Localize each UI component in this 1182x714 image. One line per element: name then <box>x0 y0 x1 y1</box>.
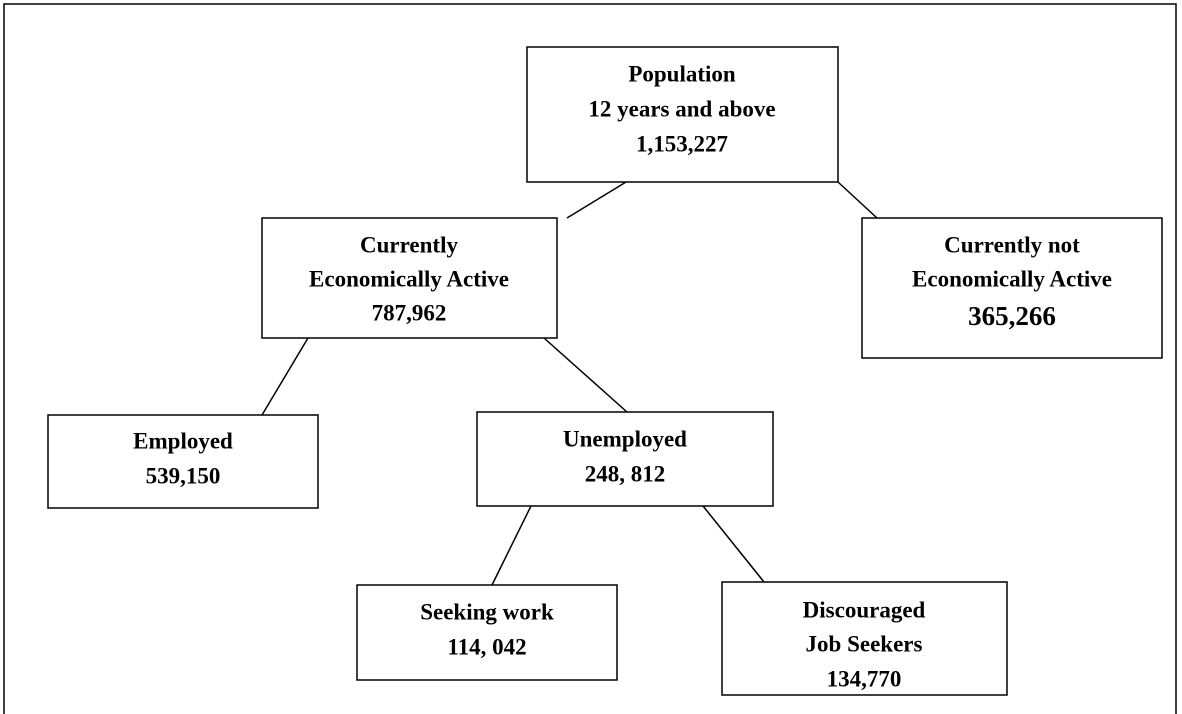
connector <box>837 181 878 219</box>
node-box <box>721 581 1008 696</box>
node-text: Employed <box>133 428 233 453</box>
connector <box>543 337 628 413</box>
node-text: 539,150 <box>146 463 221 488</box>
node-text: Economically Active <box>912 266 1112 291</box>
node-text: 365,266 <box>968 301 1056 331</box>
frame <box>3 3 1177 714</box>
node-box <box>476 411 774 507</box>
connector <box>702 505 765 583</box>
node-box <box>356 584 618 681</box>
node-text: Population <box>628 61 736 86</box>
node-text: Job Seekers <box>806 631 923 656</box>
node-box <box>47 414 319 509</box>
node-box <box>861 217 1163 359</box>
node-text: 114, 042 <box>447 634 526 659</box>
node-text: Currently not <box>944 232 1080 257</box>
node-text: 1,153,227 <box>636 131 728 156</box>
node-text: 134,770 <box>827 666 902 691</box>
connector <box>566 181 627 219</box>
node-text: Seeking work <box>420 599 554 624</box>
node-text: Economically Active <box>309 266 509 291</box>
node-text: Unemployed <box>563 426 687 451</box>
node-box <box>261 217 558 339</box>
node-box <box>526 46 839 183</box>
node-text: 12 years and above <box>588 96 775 121</box>
node-text: 787,962 <box>372 300 447 325</box>
node-text: Currently <box>360 232 458 257</box>
connector <box>491 505 532 586</box>
connector <box>261 337 309 416</box>
node-text: Discouraged <box>803 597 926 622</box>
node-text: 248, 812 <box>585 461 666 486</box>
